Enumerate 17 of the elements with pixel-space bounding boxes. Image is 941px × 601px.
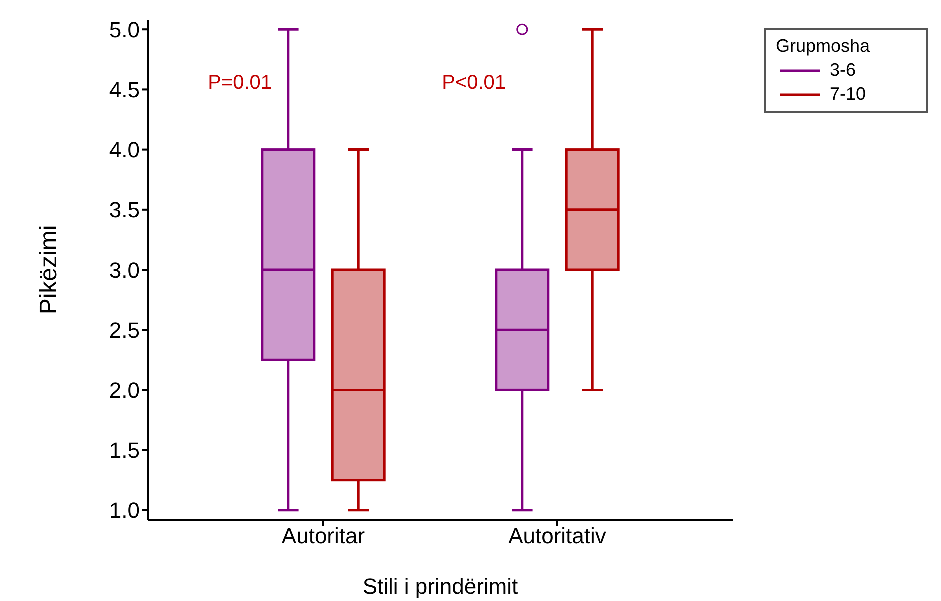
y-tick-label: 3.0 <box>109 258 140 283</box>
y-axis-title: Pikëzimi <box>36 225 63 315</box>
legend-label: 7-10 <box>830 84 866 105</box>
y-tick-label: 5.0 <box>109 17 140 42</box>
y-tick-label: 3.5 <box>109 198 140 223</box>
y-tick-label: 4.5 <box>109 78 140 103</box>
y-tick-label: 2.0 <box>109 378 140 403</box>
legend-title: Grupmosha <box>776 36 872 57</box>
legend-label: 3-6 <box>830 60 856 81</box>
annotation: P<0.01 <box>441 72 506 95</box>
x-tick-label: Autoritar <box>282 524 366 549</box>
y-tick-label: 2.5 <box>109 318 140 343</box>
annotation: P=0.01 <box>207 72 272 95</box>
y-tick-label: 1.0 <box>109 498 140 524</box>
x-tick-label: Autoritativ <box>508 524 606 549</box>
y-tick-label: 1.5 <box>109 438 140 464</box>
y-tick-label: 4.0 <box>109 138 140 163</box>
